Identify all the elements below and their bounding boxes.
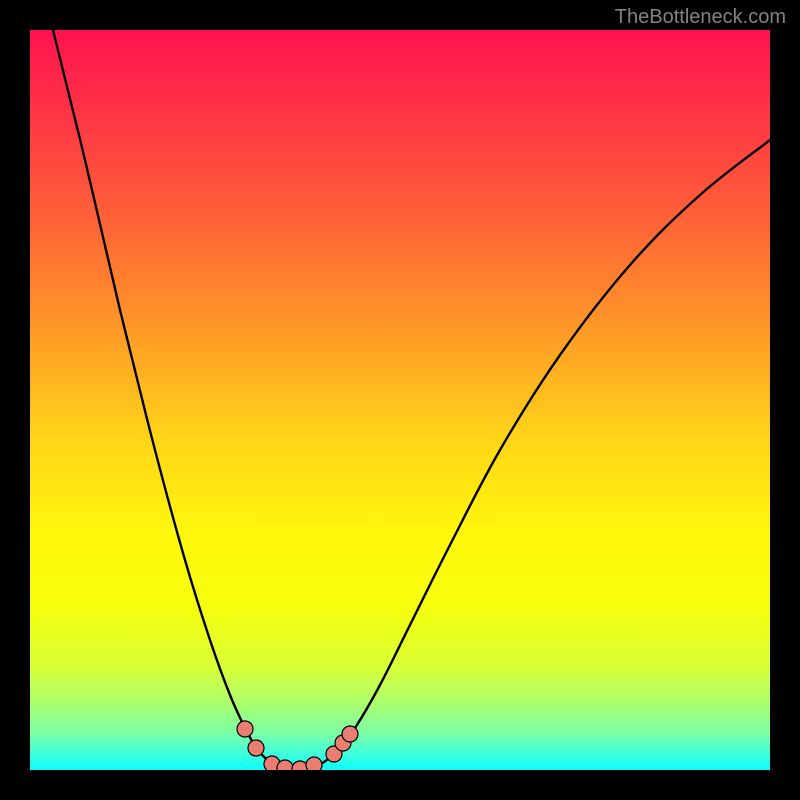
gradient-background xyxy=(30,30,770,770)
curve-marker xyxy=(342,726,358,742)
curve-marker xyxy=(277,760,293,770)
chart-svg xyxy=(30,30,770,770)
plot-area xyxy=(30,30,770,770)
curve-marker xyxy=(248,740,264,756)
watermark-label: TheBottleneck.com xyxy=(615,6,786,29)
curve-marker xyxy=(306,757,322,770)
curve-marker xyxy=(237,721,253,737)
chart-canvas: TheBottleneck.com xyxy=(0,0,800,800)
